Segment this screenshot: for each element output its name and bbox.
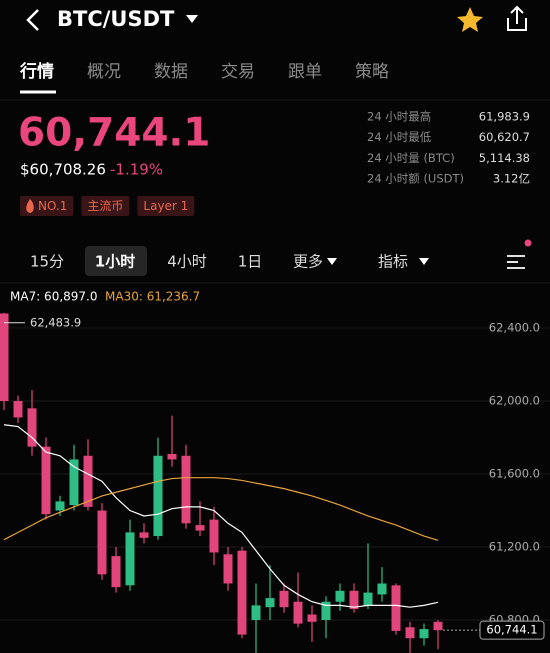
- candle-body: [223, 554, 233, 584]
- tag-label: 主流币: [87, 199, 123, 213]
- candle-body: [167, 453, 177, 460]
- indicator-dropdown[interactable]: [419, 258, 429, 265]
- y-tick-label: 62,400.0: [489, 321, 540, 335]
- candle-body: [0, 313, 9, 402]
- candle-body: [335, 590, 345, 602]
- ma-line: [3, 424, 439, 608]
- usd-price: $60,708.26: [20, 161, 106, 179]
- stat-label: 24 小时额 (USDT): [367, 172, 464, 186]
- candle-body: [139, 532, 149, 538]
- ma-line: [3, 477, 439, 541]
- notification-dot: [524, 239, 532, 247]
- candlestick-chart: MA7: 60,897.0 MA30: 61,236.7 62,400.0 62,00…: [0, 290, 550, 653]
- interval-option[interactable]: 4小时: [167, 253, 207, 271]
- candle-body: [405, 627, 415, 639]
- tab[interactable]: 跟单: [288, 62, 322, 82]
- candle-body: [293, 601, 303, 624]
- tab[interactable]: 行情: [19, 61, 54, 82]
- candle-body: [55, 501, 65, 511]
- stat-value: 61,983.9: [479, 110, 530, 124]
- tag: NO.1: [20, 196, 74, 216]
- candle-body: [209, 519, 219, 553]
- candle-body: [195, 525, 205, 531]
- more-dropdown[interactable]: [327, 258, 337, 265]
- tag-bg: [81, 196, 130, 216]
- candle-body: [41, 446, 51, 515]
- y-tick-label: 61,600.0: [489, 467, 540, 481]
- candle-body: [391, 585, 401, 631]
- tag: 主流币: [81, 196, 130, 216]
- fire-icon: [26, 199, 34, 213]
- tag-label: Layer 1: [143, 199, 188, 213]
- candle-body: [321, 601, 331, 620]
- candle-body: [181, 455, 191, 524]
- pair-dropdown[interactable]: [186, 15, 198, 23]
- last-price-box: [479, 620, 545, 640]
- interval-bar: 15分 1小时 4小时 1日 更多 指标: [30, 253, 408, 271]
- tag-bg: [20, 196, 74, 216]
- legend-entry: MA7: 60,897.0: [10, 290, 98, 304]
- candle-body: [237, 550, 247, 635]
- legend-entry: MA30: 61,236.7: [105, 290, 200, 304]
- tag-bg: [137, 196, 195, 216]
- settings-button[interactable]: [507, 255, 525, 269]
- candle-body: [83, 455, 93, 507]
- candle-body: [363, 592, 373, 606]
- candle-body: [433, 621, 443, 631]
- stats: 24 小时最高 61,983.9 24 小时最低 60,620.7 24 小时量 (BT…: [367, 110, 530, 186]
- price-change: -1.19%: [110, 161, 163, 179]
- y-tick-label: 62,000.0: [489, 394, 540, 408]
- last-price-label: 60,744.1: [486, 623, 537, 637]
- stat-label: 24 小时最高: [367, 110, 431, 124]
- candle-body: [251, 605, 261, 620]
- candle-body: [97, 510, 107, 575]
- candle-body: [279, 590, 289, 608]
- favorite-star[interactable]: [457, 7, 483, 32]
- candle-body: [111, 556, 121, 588]
- tag-list: NO.1 主流币 Layer 1: [20, 196, 195, 216]
- high-label: 62,483.9: [30, 315, 81, 329]
- candle-body: [13, 401, 23, 418]
- pair-title[interactable]: BTC/USDT: [57, 7, 175, 31]
- tag: Layer 1: [137, 196, 195, 216]
- candle-body: [69, 459, 79, 506]
- stat-label: 24 小时最低: [367, 130, 432, 144]
- tab[interactable]: 交易: [221, 62, 255, 82]
- tab[interactable]: 策略: [355, 62, 389, 82]
- interval-option[interactable]: 更多: [293, 253, 323, 271]
- candle-body: [27, 408, 37, 447]
- interval-active-bg: [85, 246, 147, 276]
- candle-body: [307, 614, 317, 622]
- tag-label: NO.1: [38, 199, 67, 213]
- stat-value: 60,620.7: [479, 130, 530, 144]
- back-button[interactable]: [26, 9, 39, 31]
- candle-body: [349, 590, 359, 610]
- last-price: 60,744.1: [18, 111, 210, 156]
- stat-value: 5,114.38: [479, 151, 530, 165]
- candle-body: [265, 598, 275, 608]
- stat-label: 24 小时量 (BTC): [367, 151, 455, 165]
- candle-body: [153, 455, 163, 537]
- interval-option[interactable]: 指标: [378, 253, 408, 271]
- tab-bar: 行情 概况 数据 交易 跟单 策略: [19, 61, 389, 82]
- share-button[interactable]: [507, 5, 527, 31]
- y-tick-label: 61,200.0: [489, 539, 540, 553]
- interval-option[interactable]: 1小时: [95, 253, 135, 271]
- tab[interactable]: 概况: [87, 62, 121, 82]
- interval-option[interactable]: 1日: [238, 253, 263, 271]
- candle-body: [377, 583, 387, 595]
- tab[interactable]: 数据: [154, 62, 188, 82]
- candle-body: [125, 532, 135, 586]
- stat-value: 3.12亿: [493, 172, 530, 186]
- interval-option[interactable]: 15分: [30, 253, 64, 271]
- candle-body: [419, 629, 429, 639]
